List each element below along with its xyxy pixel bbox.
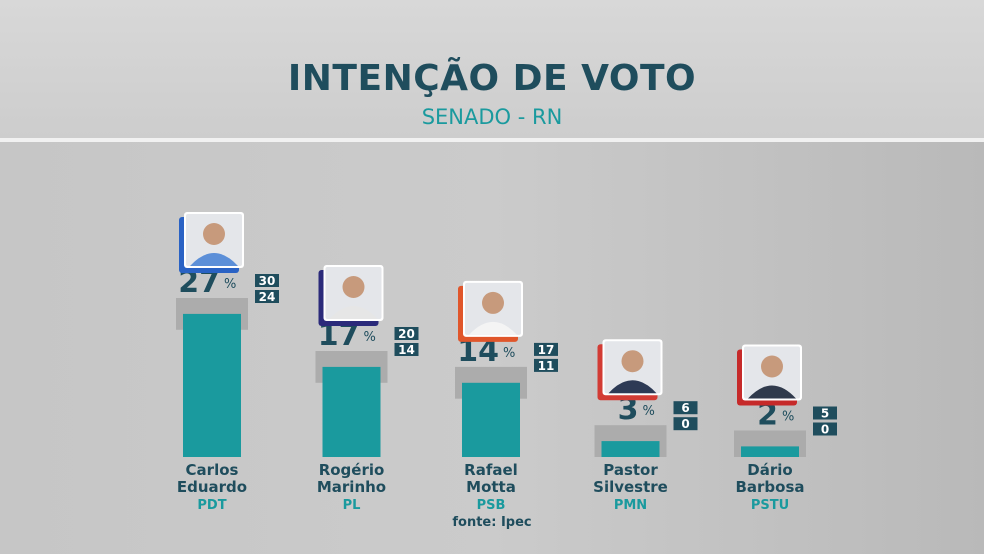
range-max-box [394,327,419,340]
range-max-label: 20 [398,327,415,341]
bar [462,382,520,457]
photo-torso [190,253,238,266]
candidate-first-name: Rogério [319,461,385,479]
candidate-first-name: Rafael [464,461,518,479]
candidate-last-name: Marinho [317,478,386,496]
header-divider [0,138,984,142]
photo-head [761,355,783,378]
range-max-box [255,274,279,287]
range-max-box [534,342,558,356]
range-max-label: 30 [259,274,276,288]
candidate-first-name: Dário [747,461,792,479]
range-min-label: 14 [398,343,415,357]
bar [741,446,799,457]
range-min-label: 11 [538,359,555,373]
candidate-party: PSB [477,498,506,513]
photo-torso [748,385,796,399]
percent-sign: % [643,404,655,419]
range-max-box [673,401,698,415]
photo-head [482,291,504,314]
bar [601,441,660,457]
bar [322,366,381,457]
candidate-last-name: Motta [466,478,516,496]
percent-sign: % [503,346,515,361]
candidate-party: PMN [614,498,647,513]
range-max-label: 17 [538,343,555,357]
bar [183,313,241,457]
photo-torso [608,380,657,394]
value-label: 3 [618,392,639,427]
candidate-first-name: Pastor [603,461,658,479]
range-min-box [255,290,279,303]
percent-sign: % [224,277,236,292]
photo-head [621,350,644,373]
header-band [0,0,984,138]
candidate-party: PSTU [751,498,789,513]
chart-subtitle: SENADO - RN [421,105,563,129]
photo-torso [329,306,378,319]
range-min-label: 0 [821,423,829,437]
range-min-label: 0 [681,417,689,431]
source-note: fonte: Ipec [452,515,532,530]
range-min-box [394,343,419,356]
range-min-box [813,422,837,436]
range-max-box [813,406,837,420]
value-label: 2 [757,398,778,433]
range-min-box [673,417,698,431]
photo-head [342,276,365,298]
chart-title: INTENÇÃO DE VOTO [287,58,697,99]
candidate-last-name: Eduardo [177,478,247,496]
range-max-label: 6 [681,401,689,415]
range-min-box [534,358,558,372]
candidate-first-name: Carlos [186,461,239,479]
candidate-last-name: Barbosa [735,478,804,496]
photo-head [203,223,225,245]
percent-sign: % [782,410,794,425]
percent-sign: % [364,330,376,345]
candidate-party: PDT [197,498,226,513]
candidate-last-name: Silvestre [593,478,668,496]
chart-background [0,142,984,554]
range-max-label: 5 [821,407,829,421]
range-min-label: 24 [259,290,276,304]
photo-torso [469,321,517,335]
candidate-party: PL [343,498,361,513]
